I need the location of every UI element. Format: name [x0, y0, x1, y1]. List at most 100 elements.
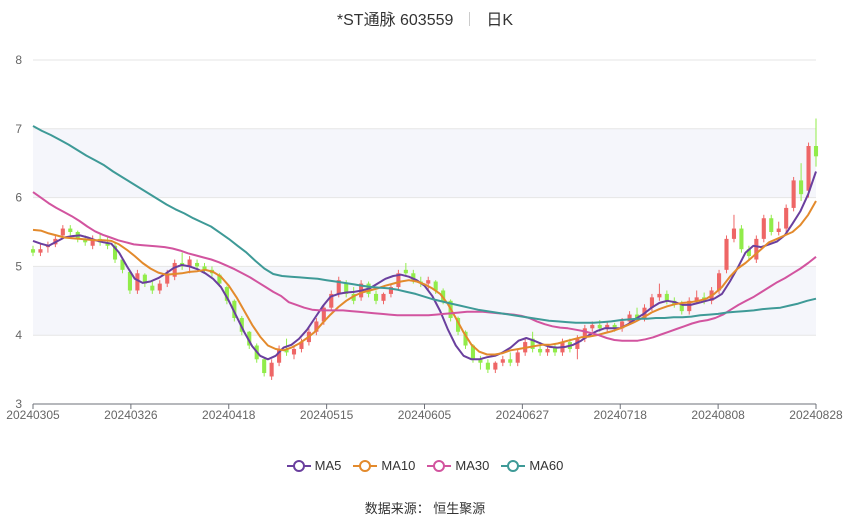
candle-body	[493, 362, 498, 370]
candle-body	[679, 304, 684, 312]
x-tick-label: 20240515	[300, 408, 354, 422]
candle-body	[754, 238, 759, 260]
x-tick-label: 20240326	[104, 408, 158, 422]
candle-body	[127, 271, 132, 291]
legend-label: MA5	[314, 458, 342, 473]
x-tick-label: 20240627	[496, 408, 550, 422]
candle-body	[485, 362, 490, 370]
candle-body	[612, 324, 617, 329]
y-tick-label: 7	[15, 122, 22, 136]
candle-body	[530, 338, 535, 349]
candle-body	[232, 300, 237, 318]
candle-body	[224, 287, 229, 301]
candle-body	[269, 362, 274, 377]
data-source: 数据来源： 恒生聚源	[364, 501, 486, 516]
candle-body	[187, 259, 192, 267]
candle-body	[717, 273, 722, 291]
stock-name-code: *ST通脉 603559	[336, 12, 454, 29]
candle-body	[150, 285, 155, 291]
candle-body	[590, 324, 595, 329]
x-tick-label: 20240828	[789, 408, 843, 422]
x-tick-label: 20240718	[594, 408, 648, 422]
candle-body	[724, 238, 729, 270]
candle-body	[552, 347, 558, 353]
candle-body	[515, 352, 520, 363]
candle-body	[291, 348, 297, 355]
candle-body	[112, 245, 118, 260]
candle-body	[664, 293, 669, 301]
candle-body	[657, 293, 662, 298]
candle-body	[344, 283, 349, 294]
candle-body	[336, 280, 341, 294]
candle-body	[396, 273, 401, 288]
candle-body	[90, 238, 95, 246]
candle-body	[373, 293, 379, 301]
candle-body	[731, 228, 737, 239]
legend-item-ma60[interactable]: MA60	[501, 458, 563, 473]
candle-body	[508, 359, 513, 363]
candle-body	[769, 218, 774, 232]
candle-body	[381, 293, 386, 301]
candle-body	[761, 218, 766, 239]
candle-body	[120, 259, 125, 270]
candle-body	[620, 321, 625, 329]
candle-body	[799, 180, 804, 195]
candle-body	[433, 281, 438, 291]
candle-body	[284, 348, 289, 353]
ma60-line	[32, 125, 817, 324]
candle-body	[470, 345, 476, 360]
candle-body	[329, 293, 334, 308]
x-tick-label: 20240808	[691, 408, 745, 422]
grid-band	[33, 266, 816, 336]
ma10-line	[32, 200, 817, 356]
candle-body	[172, 262, 177, 277]
x-tick-label: 20240605	[398, 408, 452, 422]
candle-body	[597, 324, 602, 329]
candle-body	[456, 318, 461, 332]
candle-body	[746, 249, 751, 257]
candle-body	[627, 314, 632, 322]
legend-swatch	[427, 459, 452, 472]
candle-body	[687, 300, 692, 312]
x-tick-label: 20240305	[6, 408, 60, 422]
candle-body	[38, 249, 43, 253]
candle-body	[791, 180, 796, 208]
legend-label: MA60	[529, 458, 564, 473]
ma30-line	[32, 191, 817, 342]
x-tick-label: 20240418	[202, 408, 256, 422]
candle-body	[411, 273, 416, 281]
candle-body	[605, 324, 610, 329]
candle-body	[649, 297, 654, 308]
candle-body	[68, 228, 73, 232]
legend-item-ma10[interactable]: MA10	[353, 458, 415, 473]
legend-label: MA30	[455, 458, 490, 473]
candle-body	[157, 283, 162, 291]
candle-body	[545, 348, 550, 353]
grid-band	[33, 128, 816, 198]
legend-item-ma5[interactable]: MA5	[286, 458, 342, 473]
candle-body	[582, 328, 587, 339]
candle-body	[813, 146, 819, 157]
candle-body	[426, 280, 431, 284]
y-tick-label: 3	[15, 397, 22, 411]
candle-body	[299, 342, 304, 349]
candle-body	[806, 146, 811, 191]
candle-body	[776, 228, 781, 232]
candle-body	[634, 314, 640, 318]
period-label: 日K	[486, 12, 514, 29]
candlestick-chart: 3 4 5 6 7 8 20240305 20240326 20240418 20240515 20…	[6, 53, 843, 422]
legend-swatch	[501, 459, 526, 472]
candle-body	[247, 331, 252, 346]
y-tick-label: 5	[15, 259, 22, 273]
candle-body	[277, 348, 282, 363]
chart-title: *ST通脉 603559 日K	[0, 6, 850, 30]
candle-body	[165, 273, 170, 284]
legend-item-ma30[interactable]: MA30	[427, 458, 489, 473]
candle-body	[739, 228, 744, 250]
y-tick-label: 4	[15, 328, 22, 342]
candle-body	[403, 269, 408, 274]
candle-body	[538, 348, 543, 353]
candle-body	[83, 238, 88, 243]
candle-body	[60, 228, 65, 236]
candle-body	[694, 297, 699, 301]
